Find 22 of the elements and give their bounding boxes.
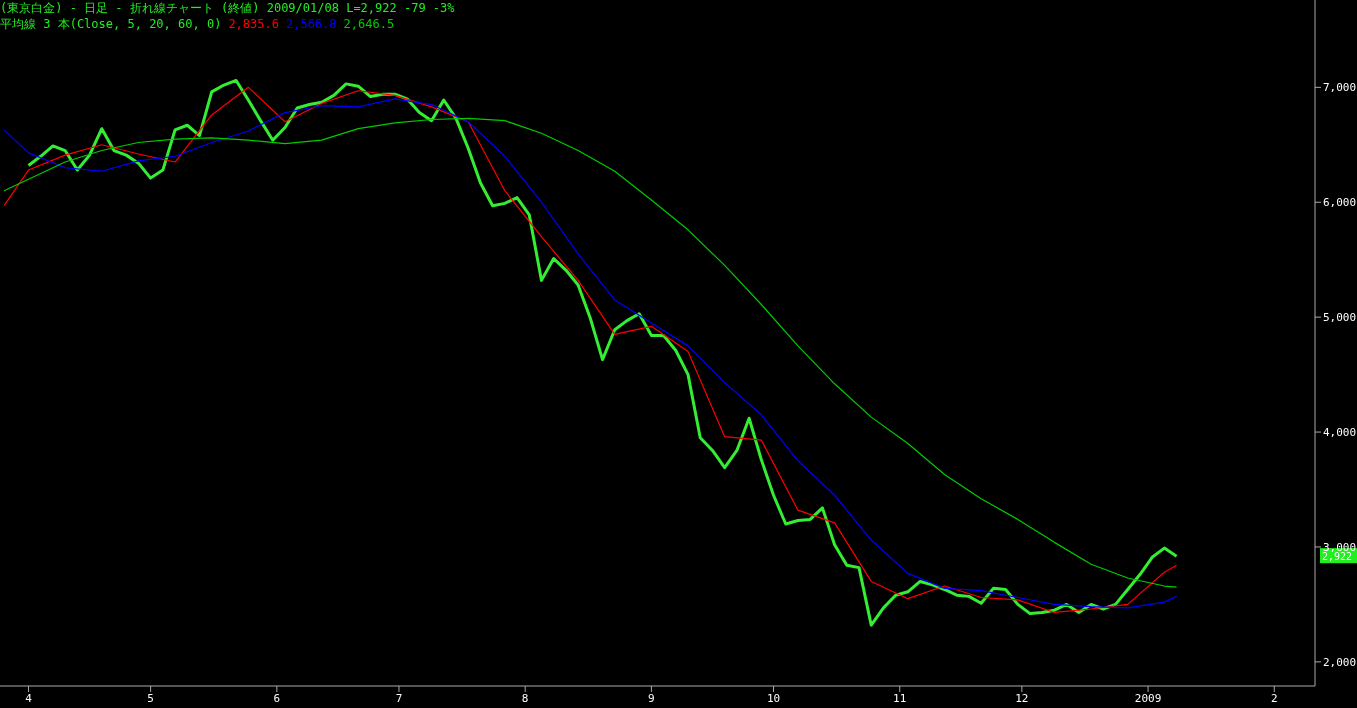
- text: 2,646.5: [343, 17, 395, 31]
- x-tick-label: 6: [273, 691, 281, 705]
- text: 2,566.8: [285, 17, 337, 31]
- x-tick-label: 2009: [1134, 691, 1162, 705]
- y-tick-label: 5,000: [1323, 311, 1357, 325]
- x-tick-label: 9: [648, 691, 655, 705]
- text: 2,922: [1322, 551, 1353, 563]
- x-tick-label: 11: [893, 691, 907, 705]
- y-tick-label: 7,000: [1323, 81, 1357, 95]
- chart-title: (東京白金) - 日足 - 折れ線チャート (終値) 2009/01/08 L=2,922 -79 -3%: [0, 0, 455, 16]
- x-tick-label: 12: [1015, 691, 1029, 705]
- y-tick-label: 6,000: [1323, 196, 1357, 210]
- text: 2,835.6: [228, 17, 279, 31]
- x-tick-label: 7: [395, 691, 403, 705]
- y-tick-label: 4,000: [1323, 425, 1357, 439]
- x-tick-label: 5: [147, 691, 154, 705]
- x-tick-label: 8: [521, 691, 529, 705]
- y-tick-label: 2,000: [1323, 655, 1357, 669]
- x-tick-label: 4: [25, 691, 33, 705]
- text: 平均線 3 本(Close, 5, 20, 60, 0): [0, 17, 222, 31]
- x-tick-label: 10: [766, 691, 781, 705]
- x-tick-label: 2: [1270, 691, 1278, 705]
